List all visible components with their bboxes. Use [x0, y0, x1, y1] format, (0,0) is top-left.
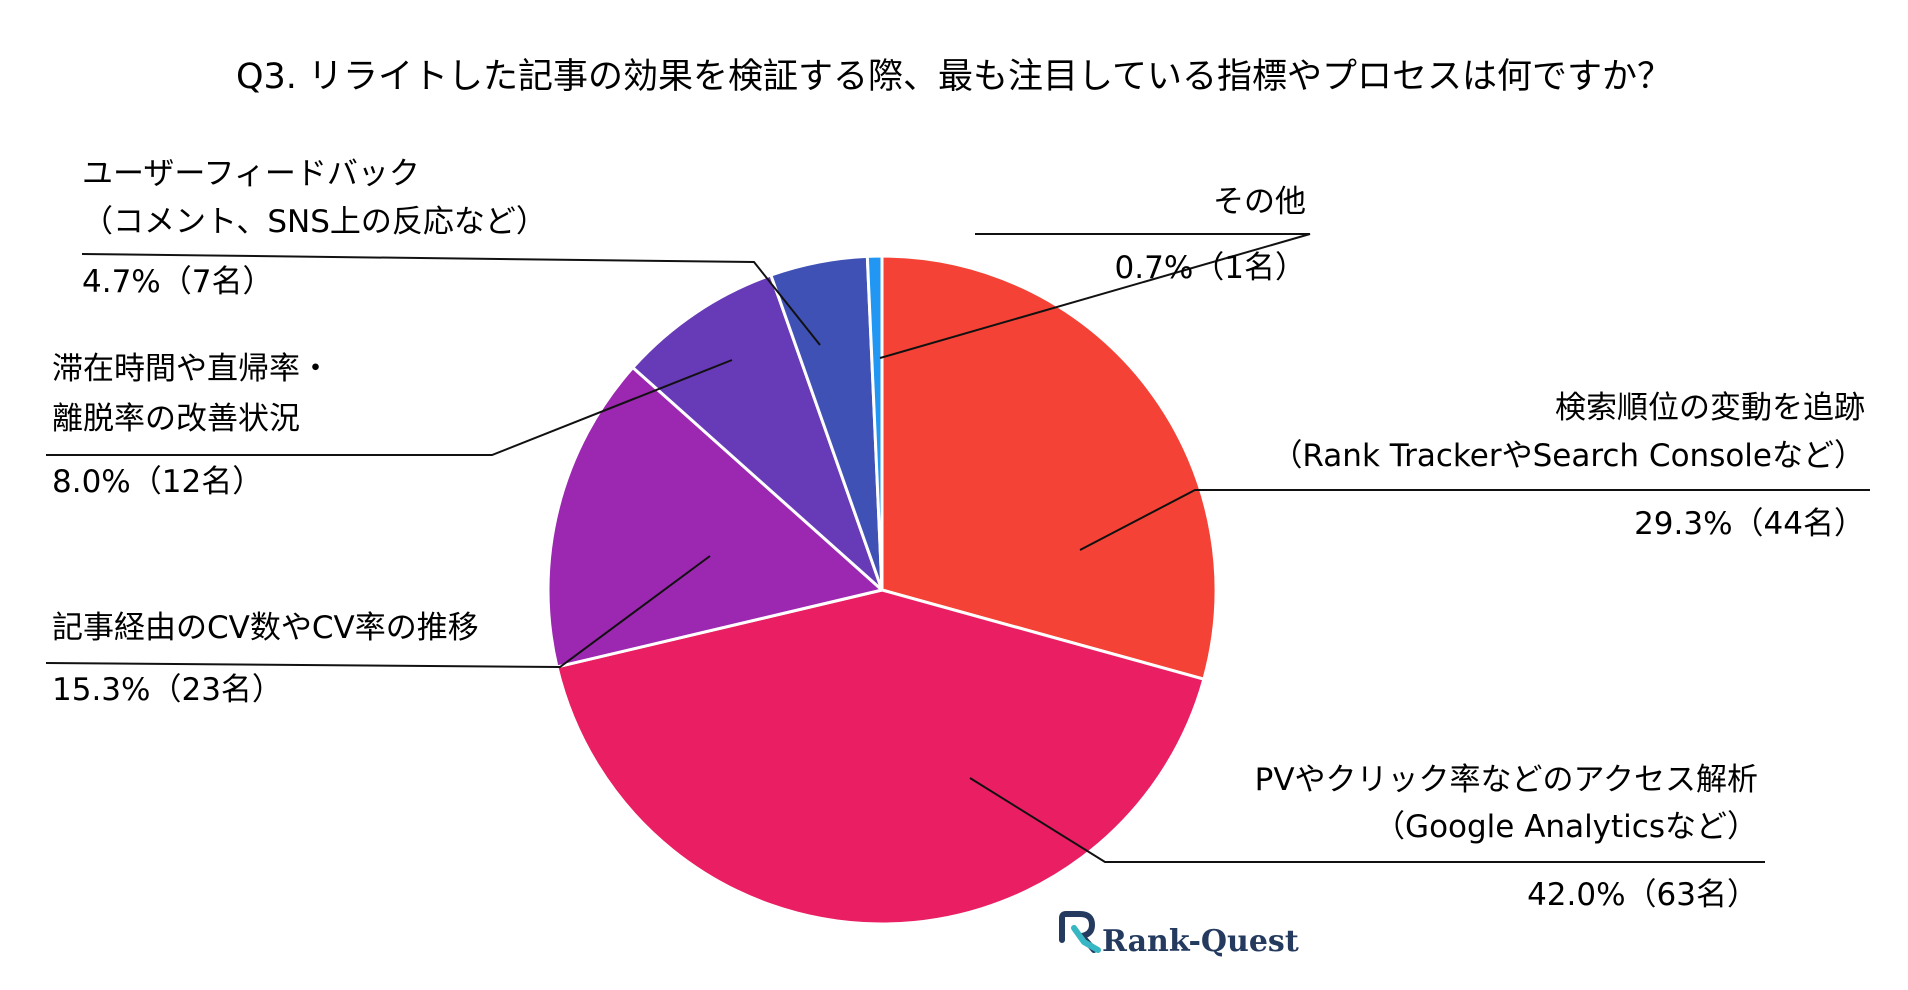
- pie-slice-2: [555, 588, 1206, 926]
- slice-label-5-line-1: ユーザーフィードバック: [82, 156, 420, 192]
- slice-label-3-line-1: 記事経由のCV数やCV率の推移: [52, 610, 479, 646]
- slice-label-5-line-2: （コメント、SNS上の反応など）: [82, 204, 547, 240]
- brand-name: Rank-Quest: [1102, 924, 1299, 959]
- leader-line-6: [879, 233, 1311, 359]
- rank-quest-logo-icon: [1059, 911, 1101, 953]
- slice-label-1-line-2: （Rank TrackerやSearch Consoleなど）: [1271, 438, 1865, 474]
- slice-value-label-2: 42.0%（63名）: [1527, 877, 1758, 913]
- pie-slice-1: [880, 254, 1218, 681]
- slice-value-label-1: 29.3%（44名）: [1634, 506, 1865, 542]
- leader-lines: [45, 233, 1870, 863]
- leader-line-1: [1079, 489, 1870, 551]
- chart-title: Q3. リライトした記事の効果を検証する際、最も注目している指標やプロセスは何で…: [236, 57, 1672, 97]
- slice-label-4-line-1: 滞在時間や直帰率・: [52, 351, 331, 387]
- pie-slice-4: [630, 273, 884, 592]
- slice-label-4-line-2: 離脱率の改善状況: [52, 401, 300, 437]
- slice-label-6-line-1: その他: [1213, 184, 1306, 220]
- pie-slice-3: [546, 365, 886, 669]
- slice-label-2-line-1: PVやクリック率などのアクセス解析: [1255, 762, 1758, 798]
- slice-value-label-3: 15.3%（23名）: [52, 672, 283, 708]
- pie-slice-6: [865, 254, 884, 591]
- leader-line-3: [45, 555, 711, 669]
- leader-line-2: [969, 777, 1765, 863]
- slice-value-label-4: 8.0%（12名）: [52, 464, 263, 500]
- slice-value-label-6: 0.7%（1名）: [1115, 250, 1306, 286]
- pie-slices: [546, 254, 1218, 926]
- leader-line-5: [81, 253, 821, 346]
- slice-labels: 検索順位の変動を追跡 （Rank TrackerやSearch Consoleなど…: [52, 156, 1865, 913]
- slice-label-1-line-1: 検索順位の変動を追跡: [1555, 390, 1865, 426]
- slice-value-label-5: 4.7%（7名）: [82, 264, 273, 300]
- slice-label-2-line-2: （Google Analyticsなど）: [1374, 809, 1758, 845]
- brand-logo: Rank-Quest: [1059, 911, 1299, 959]
- leader-line-4: [46, 359, 733, 456]
